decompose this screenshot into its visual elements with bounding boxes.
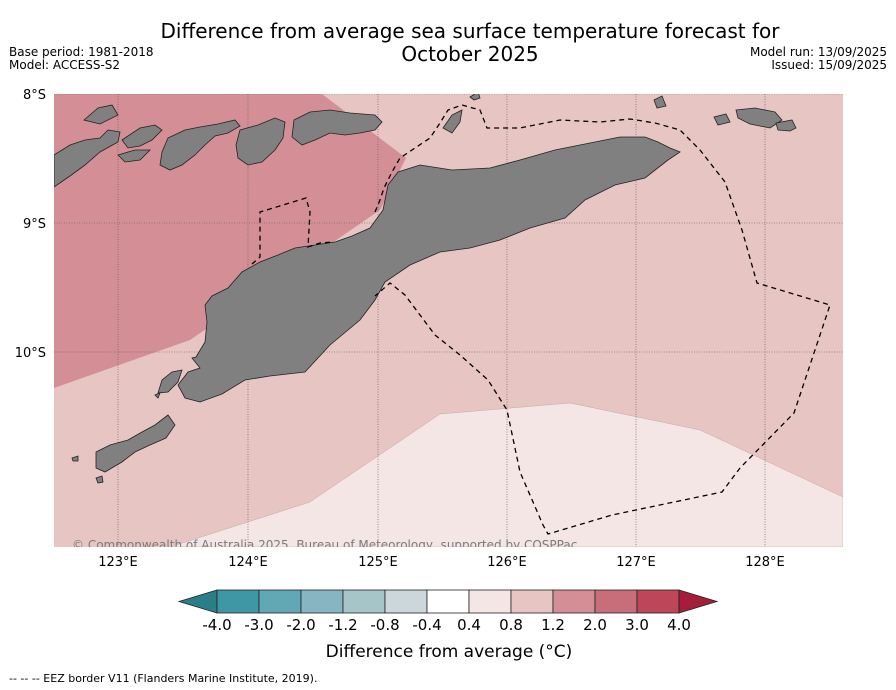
colorbar-tick-label: -3.0 <box>244 616 273 634</box>
map-area: © Commonwealth of Australia 2025, Bureau… <box>54 94 843 552</box>
flores-islet <box>83 104 119 125</box>
gridlines <box>54 94 843 547</box>
colorbar-tick-label: 3.0 <box>625 616 649 634</box>
colorbar-bin <box>258 589 302 614</box>
lon-label-126e: 126°E <box>487 555 527 570</box>
flores-east <box>54 129 121 188</box>
colorbar-bins <box>177 589 719 614</box>
title-line-1: Difference from average sea surface temp… <box>160 19 780 43</box>
liran-islet <box>469 94 481 101</box>
colorbar-tick-label: -2.0 <box>286 616 315 634</box>
lembata-island <box>159 119 241 171</box>
colorbar-bin <box>300 589 344 614</box>
eez-border-west <box>251 197 334 265</box>
colorbar-tick-label: 1.2 <box>541 616 565 634</box>
copyright-text: © Commonwealth of Australia 2025, Bureau… <box>72 538 577 552</box>
title-line-2: October 2025 <box>401 42 539 66</box>
colorbar-bin <box>594 589 638 614</box>
sst-region-0.4-0.8 <box>169 402 843 547</box>
colorbar-bin <box>636 589 680 614</box>
colorbar-bin <box>216 589 260 614</box>
latitude-labels: 8°S 9°S 10°S <box>15 88 46 361</box>
eez-legend-note: -- -- -- EEZ border V11 (Flanders Marine… <box>9 672 318 685</box>
lon-label-124e: 124°E <box>228 555 268 570</box>
longitude-labels: 123°E 124°E 125°E 126°E 127°E 128°E <box>98 555 785 570</box>
lon-label-128e: 128°E <box>745 555 785 570</box>
colorbar: -4.0 -3.0 -2.0 -1.2 -0.8 -0.4 0.4 0.8 1.2 2.0 3.0 4… <box>177 589 719 634</box>
adonara-island <box>121 124 163 149</box>
lon-label-127e: 127°E <box>616 555 656 570</box>
colorbar-under-arrow <box>177 589 218 614</box>
leti-island <box>713 113 731 126</box>
lon-label-125e: 125°E <box>358 555 398 570</box>
sawu-island <box>95 414 176 473</box>
lat-label-8s: 8°S <box>23 88 46 103</box>
solor-island <box>117 149 151 163</box>
chart-title: Difference from average sea surface temp… <box>120 20 820 66</box>
colorbar-bin <box>468 589 512 614</box>
colorbar-bin <box>384 589 428 614</box>
colorbar-bin <box>552 589 596 614</box>
alor-island <box>291 109 383 146</box>
rote-island <box>157 369 183 394</box>
timor-island <box>177 136 681 403</box>
model-text: Model: ACCESS-S2 <box>9 58 121 72</box>
base-period-text: Base period: 1981-2018 <box>9 45 154 59</box>
lakor-island <box>775 119 797 132</box>
meta-left: Base period: 1981-2018 Model: ACCESS-S2 <box>9 46 154 72</box>
colorbar-label: Difference from average (°C) <box>325 642 573 662</box>
model-run-text: Model run: 13/09/2025 <box>749 45 887 59</box>
colorbar-tick-label: 0.4 <box>457 616 481 634</box>
ndao-islet <box>154 392 161 399</box>
colorbar-bin <box>342 589 386 614</box>
lon-label-123e: 123°E <box>98 555 138 570</box>
colorbar-tick-label: -4.0 <box>202 616 231 634</box>
lat-label-10s: 10°S <box>15 346 46 361</box>
lat-label-9s: 9°S <box>23 217 46 232</box>
colorbar-tick-label: -1.2 <box>328 616 357 634</box>
colorbar-bin <box>510 589 554 614</box>
colorbar-tick-label: 2.0 <box>583 616 607 634</box>
colorbar-over-arrow <box>678 589 719 614</box>
sst-map: © Commonwealth of Australia 2025, Bureau… <box>15 88 843 570</box>
raijua-islet <box>95 475 104 484</box>
issued-text: Issued: 15/09/2025 <box>771 58 887 72</box>
colorbar-tick-label: 4.0 <box>667 616 691 634</box>
kisar-island <box>653 95 667 109</box>
colorbar-tick-label: 0.8 <box>499 616 523 634</box>
pantar-island <box>235 117 286 166</box>
sawu-west-islet <box>71 455 79 462</box>
colorbar-tick-label: -0.4 <box>412 616 441 634</box>
colorbar-ticks: -4.0 -3.0 -2.0 -1.2 -0.8 -0.4 0.4 0.8 1.2 2.0 3.0 4… <box>202 616 691 634</box>
sst-region-1.2-2.0 <box>54 94 406 388</box>
land <box>54 94 797 484</box>
meta-right: Model run: 13/09/2025 Issued: 15/09/2025 <box>750 46 887 72</box>
colorbar-tick-label: -0.8 <box>370 616 399 634</box>
colorbar-bin <box>426 589 470 614</box>
wetar-island <box>442 109 463 134</box>
